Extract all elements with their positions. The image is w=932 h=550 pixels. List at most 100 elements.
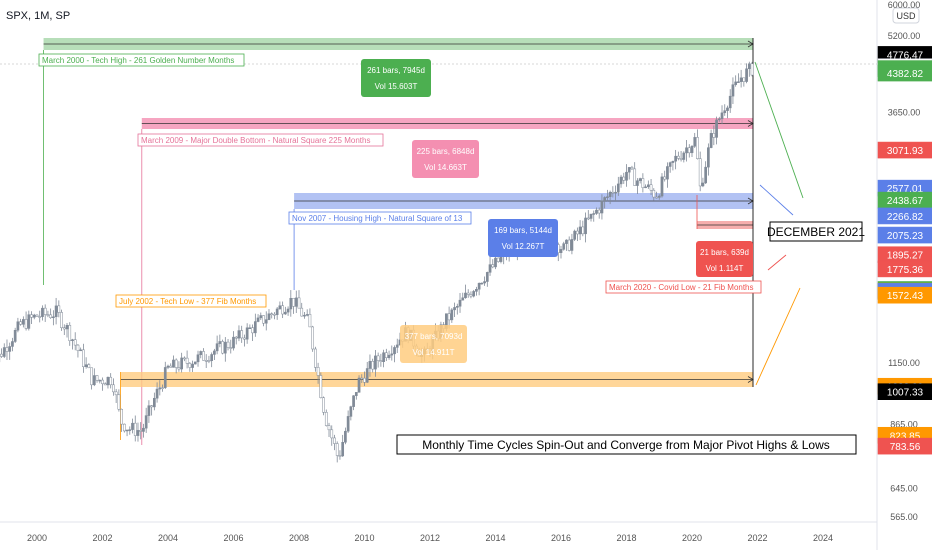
candle-body xyxy=(485,272,489,282)
candle-body xyxy=(469,294,473,297)
x-tick-label: 2004 xyxy=(158,533,178,543)
candle-body xyxy=(679,158,683,160)
candle-body xyxy=(128,429,132,431)
candle-body xyxy=(172,359,175,368)
fan-line xyxy=(754,61,804,199)
candle-body xyxy=(101,379,104,385)
measure-box xyxy=(488,219,558,257)
candle-body xyxy=(663,176,667,180)
candle-body xyxy=(652,189,656,198)
annotation-label: July 2002 - Tech Low - 377 Fib Months xyxy=(119,297,256,306)
y-tick-label: 6000.00 xyxy=(888,0,921,10)
candle-body xyxy=(715,119,718,138)
candle-body xyxy=(496,257,500,262)
candle-body xyxy=(202,351,205,361)
candle-body xyxy=(586,217,590,220)
candle-body xyxy=(472,291,476,297)
candle-body xyxy=(698,158,702,187)
candle-body xyxy=(109,376,113,386)
candle-body xyxy=(603,197,607,202)
candle-body xyxy=(379,360,383,363)
measure-box xyxy=(361,59,431,97)
candle-body xyxy=(185,357,189,364)
candle-body xyxy=(641,178,645,188)
candle-body xyxy=(483,281,486,284)
candle-body xyxy=(289,297,293,310)
candle-body xyxy=(76,344,80,351)
price-labels: 4776.474513.034474.274382.823071.932577.… xyxy=(877,46,932,455)
candle-body xyxy=(297,297,301,309)
target-date-box xyxy=(769,221,863,242)
candle-body xyxy=(174,359,178,368)
measure-bars-label: 377 bars, 7093d xyxy=(405,332,463,341)
candle-body xyxy=(169,365,173,368)
candle-body xyxy=(354,392,358,396)
candle-body xyxy=(144,415,148,429)
candle-body xyxy=(728,95,732,109)
candle-body xyxy=(62,327,66,330)
candle-body xyxy=(32,314,36,318)
fan-line xyxy=(759,184,794,216)
candle-body xyxy=(453,307,456,311)
candle-body xyxy=(330,429,334,439)
candle-body xyxy=(600,200,604,214)
candle-body xyxy=(43,307,47,315)
price-label-text: 2438.67 xyxy=(887,196,924,207)
candle-body xyxy=(376,355,380,361)
candle-body xyxy=(210,354,214,361)
price-label-tag xyxy=(877,226,932,244)
candle-body xyxy=(188,363,192,368)
candle-body xyxy=(24,319,28,329)
candle-body xyxy=(221,341,224,354)
candle-body xyxy=(374,355,377,370)
candle-body xyxy=(305,314,309,316)
candle-body xyxy=(674,155,677,162)
candle-body xyxy=(204,360,208,362)
candle-body xyxy=(183,357,186,360)
candle-body xyxy=(346,416,350,432)
candle-body xyxy=(54,305,58,318)
candle-body xyxy=(262,315,265,324)
candle-body xyxy=(723,110,727,114)
x-tick-label: 2024 xyxy=(813,533,833,543)
candle-body xyxy=(382,352,385,363)
candle-body xyxy=(19,321,22,325)
fan-line xyxy=(767,254,787,271)
candle-body xyxy=(256,317,260,322)
candle-body xyxy=(142,427,145,432)
candle-body xyxy=(368,361,372,369)
currency-badge[interactable] xyxy=(892,7,920,24)
candle-body xyxy=(131,422,134,430)
candle-body xyxy=(625,171,628,181)
candle-body xyxy=(150,405,153,408)
candle-body xyxy=(281,305,284,315)
x-tick-label: 2016 xyxy=(551,533,571,543)
annotation-box xyxy=(38,53,245,67)
candle-body xyxy=(22,319,25,325)
x-tick-label: 2014 xyxy=(485,533,505,543)
candle-body xyxy=(229,347,233,349)
candle-body xyxy=(707,147,710,168)
candle-body xyxy=(464,292,467,299)
candle-body xyxy=(682,152,686,160)
candle-body xyxy=(68,325,72,341)
annotation-label: March 2009 - Major Double Bottom - Natur… xyxy=(141,136,370,145)
price-label-text: 3071.93 xyxy=(887,146,924,157)
candle-body xyxy=(316,367,320,376)
candle-body xyxy=(570,239,574,251)
candle-body xyxy=(616,183,620,193)
x-tick-label: 2018 xyxy=(616,533,636,543)
candle-body xyxy=(38,316,42,318)
candle-body xyxy=(576,230,579,235)
candle-body xyxy=(259,315,263,319)
candle-body xyxy=(303,314,306,317)
price-label-text: 4382.82 xyxy=(887,69,924,80)
candle-body xyxy=(232,336,235,349)
caption-label: Monthly Time Cycles Spin-Out and Converg… xyxy=(422,438,830,452)
candle-body xyxy=(668,162,672,167)
candle-body xyxy=(611,191,615,194)
candle-body xyxy=(120,408,123,425)
candle-body xyxy=(264,319,268,324)
candle-body xyxy=(573,230,576,240)
